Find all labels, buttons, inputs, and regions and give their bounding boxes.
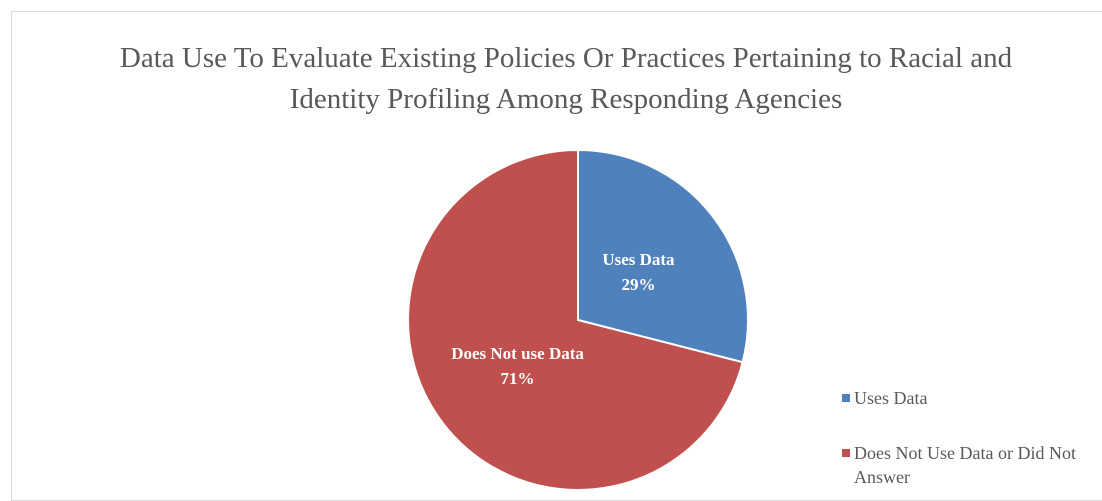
chart-title: Data Use To Evaluate Existing Policies O… [119,42,1013,115]
legend-item: Does Not Use Data or Did Not Answer [842,441,1102,489]
legend-swatch [842,449,850,457]
legend-item: Uses Data [842,386,1102,410]
slice-label: Does Not use Data [451,344,584,363]
pie-slice [407,148,744,491]
legend-swatch [842,394,850,402]
legend-label: Does Not Use Data or Did Not Answer [854,443,1076,487]
pie-slice [577,148,749,364]
slice-label: Uses Data [602,250,675,269]
slice-value-label: 29% [621,275,655,294]
slice-value-label: 71% [501,369,535,388]
legend-label: Uses Data [854,388,928,408]
